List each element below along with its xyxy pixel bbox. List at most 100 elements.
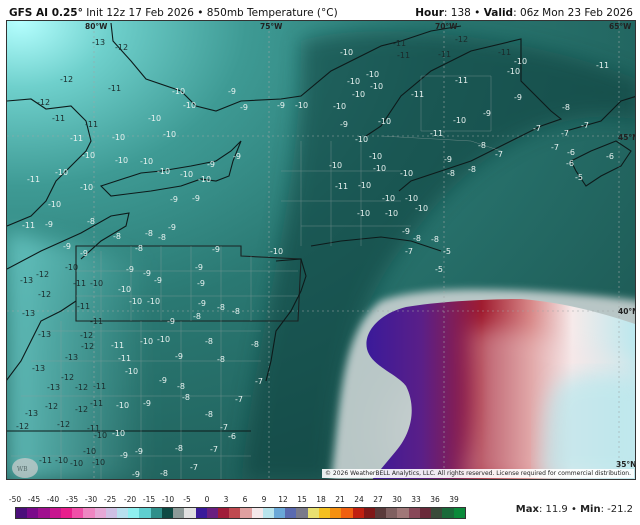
- temperature-label: -8: [413, 234, 421, 243]
- temperature-label: -9: [63, 242, 71, 251]
- temperature-label: -9: [444, 155, 452, 164]
- temperature-label: -9: [135, 447, 143, 456]
- temperature-label: -12: [115, 43, 128, 52]
- product-name: 850mb Temperature (°C): [206, 7, 338, 19]
- temperature-label: -12: [60, 75, 73, 84]
- colorbar: [15, 507, 466, 519]
- temperature-label: -8: [468, 165, 476, 174]
- temperature-label: -5: [443, 247, 451, 256]
- colorbar-tick-label: -30: [84, 495, 98, 504]
- lon-label-75w: 75°W: [260, 22, 283, 31]
- temperature-label: -10: [347, 77, 360, 86]
- temperature-label: -9: [45, 220, 53, 229]
- temperature-label: -10: [118, 285, 131, 294]
- colorbar-segment: [307, 508, 319, 518]
- temperature-label: -10: [157, 335, 170, 344]
- colorbar-tick-label: 9: [261, 495, 267, 504]
- colorbar-ticks: -50 -45 -40 -35 -30 -25 -20 -15 -10 -5 0 3 6 9 12 15 18 2…: [0, 495, 460, 505]
- colorbar-segment: [161, 508, 174, 518]
- temperature-label: -9: [80, 249, 88, 258]
- colorbar-tick-label: -35: [65, 495, 79, 504]
- temperature-label: -10: [148, 114, 161, 123]
- temperature-label: -12: [38, 290, 51, 299]
- colorbar-segment: [341, 508, 353, 518]
- colorbar-tick-label: 15: [297, 495, 307, 504]
- temperature-label: -12: [75, 383, 88, 392]
- temperature-label: -7: [235, 395, 243, 404]
- temperature-label: -8: [562, 103, 570, 112]
- temperature-label: -12: [36, 270, 49, 279]
- temperature-label: -10: [333, 102, 346, 111]
- temperature-label: -5: [575, 173, 583, 182]
- colorbar-segment: [150, 508, 162, 518]
- colorbar-segment: [206, 508, 218, 518]
- temperature-label: -11: [118, 354, 131, 363]
- temperature-label: -7: [495, 150, 503, 159]
- lon-label-65w: 65°W: [609, 22, 632, 31]
- lat-label-35n: 35°N: [616, 460, 636, 469]
- colorbar-segment: [453, 508, 465, 518]
- temperature-label: -11: [498, 48, 511, 57]
- temperature-label: -11: [596, 61, 609, 70]
- colorbar-segment: [442, 508, 454, 518]
- colorbar-segment: [296, 508, 308, 518]
- colorbar-segment: [397, 508, 409, 518]
- colorbar-segment: [184, 508, 196, 518]
- temperature-label: -10: [163, 130, 176, 139]
- colorbar-tick-label: -5: [183, 495, 191, 504]
- temperature-label: -10: [82, 151, 95, 160]
- temperature-label: -10: [90, 279, 103, 288]
- colorbar-tick-label: -25: [103, 495, 117, 504]
- temperature-label: -7: [533, 124, 541, 133]
- temperature-label: -10: [382, 194, 395, 203]
- colorbar-segment: [375, 508, 387, 518]
- temperature-label: -12: [16, 422, 29, 431]
- temperature-label: -11: [52, 114, 65, 123]
- temperature-label: -10: [80, 183, 93, 192]
- warm-core-peak: [541, 374, 635, 479]
- temperature-label: -11: [22, 221, 35, 230]
- temperature-label: -9: [228, 87, 236, 96]
- temperature-label: -11: [87, 424, 100, 433]
- colorbar-segment: [105, 508, 117, 518]
- temperature-label: -7: [190, 463, 198, 472]
- temperature-label: -10: [157, 167, 170, 176]
- map-title: GFS AI 0.25° Init 12z 17 Feb 2026 • 850m…: [9, 7, 338, 19]
- temperature-label: -11: [77, 302, 90, 311]
- separator: •: [197, 7, 204, 19]
- temperature-label: -11: [39, 456, 52, 465]
- colorbar-segment: [49, 508, 61, 518]
- temperature-label: -11: [438, 50, 451, 59]
- colorbar-tick-label: 18: [316, 495, 326, 504]
- temperature-label: -13: [22, 309, 35, 318]
- temperature-label: -8: [232, 307, 240, 316]
- temperature-label: -11: [85, 120, 98, 129]
- colorbar-segment: [139, 508, 151, 518]
- temperature-label: -10: [369, 152, 382, 161]
- temperature-label: -12: [37, 98, 50, 107]
- temperature-label: -10: [270, 247, 283, 256]
- temperature-label: -7: [220, 423, 228, 432]
- graticule: [7, 21, 635, 479]
- colorbar-tick-label: 24: [354, 495, 364, 504]
- temperature-label: -8: [193, 312, 201, 321]
- temperature-label: -12: [455, 35, 468, 44]
- colorbar-segment: [431, 508, 443, 518]
- temperature-label: -10: [453, 116, 466, 125]
- colorbar-tick-label: 21: [335, 495, 345, 504]
- forecast-time: Hour: 138 • Valid: 06z Mon 23 Feb 2026: [415, 7, 633, 19]
- longitude-labels: 80°W 75°W 70°W 65°W: [85, 22, 632, 31]
- temperature-label: -11: [430, 129, 443, 138]
- temperature-label: -9: [168, 223, 176, 232]
- temperature-label: -8: [217, 303, 225, 312]
- forecast-hour: 138: [450, 7, 471, 19]
- temperature-label: -10: [514, 57, 527, 66]
- temperature-label: -10: [385, 209, 398, 218]
- temperature-label: -10: [140, 157, 153, 166]
- colorbar-segment: [128, 508, 140, 518]
- temperature-label: -9: [126, 265, 134, 274]
- temperature-label: -10: [92, 458, 105, 467]
- temperature-label: -11: [73, 279, 86, 288]
- colorbar-tick-label: -10: [161, 495, 175, 504]
- colorbar-segment: [251, 508, 263, 518]
